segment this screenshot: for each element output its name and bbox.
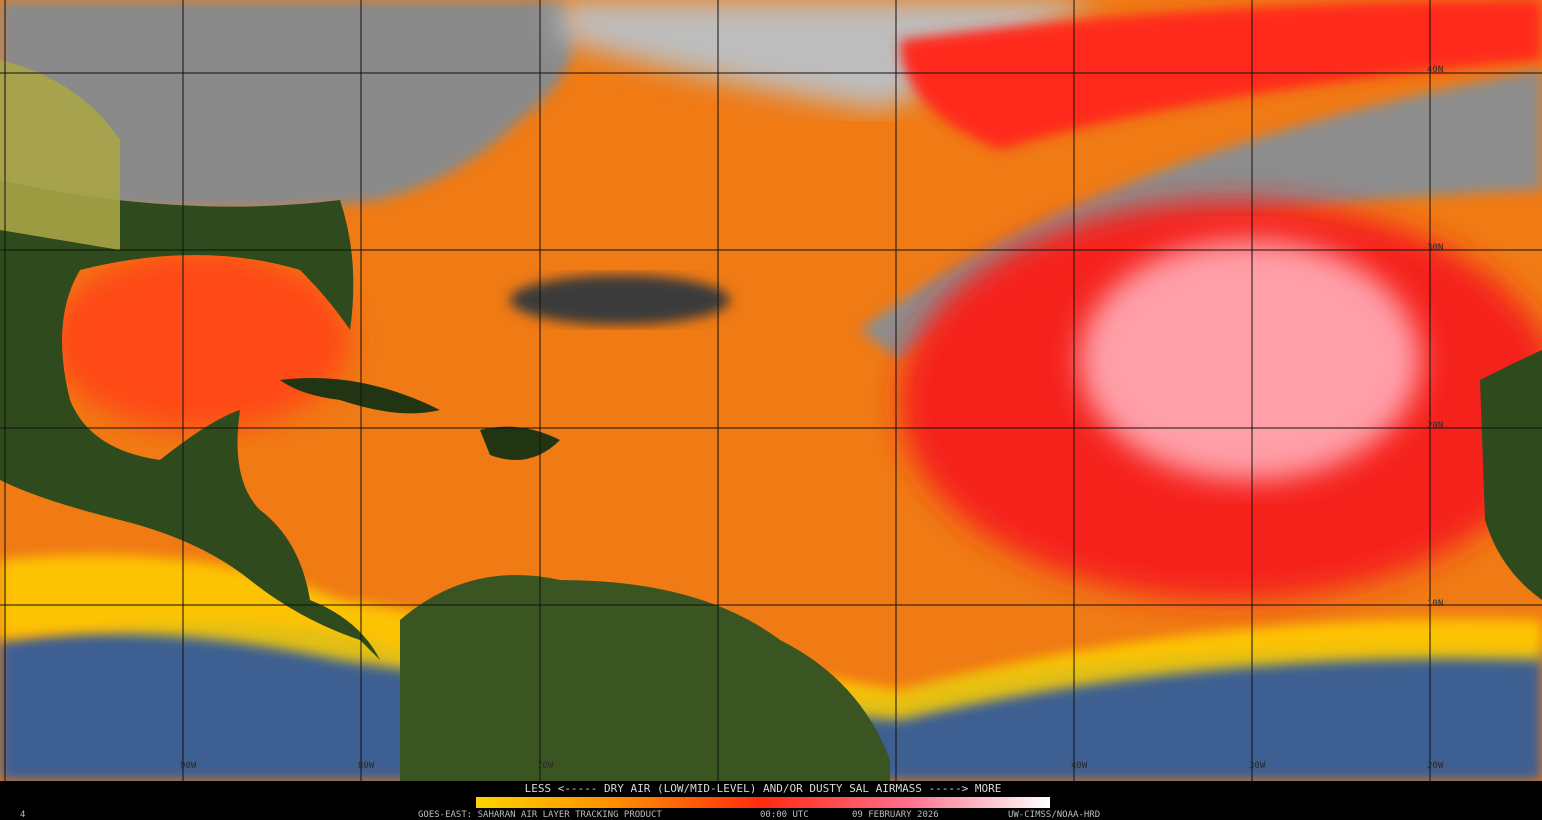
date: 09 FEBRUARY 2026: [852, 810, 939, 820]
frame-number: 4: [20, 810, 25, 820]
land-desert: [0, 60, 120, 250]
longitude-label: 30W: [1249, 761, 1266, 771]
dry-plume-north: [900, 0, 1542, 150]
dark-patch: [510, 275, 730, 325]
longitude-label: 80W: [358, 761, 375, 771]
cuba: [280, 378, 440, 414]
latitude-label: 30N: [1427, 243, 1443, 253]
product-name: GOES-EAST: SAHARAN AIR LAYER TRACKING PR…: [418, 810, 662, 820]
color-scale: [476, 797, 1050, 808]
graticule: [0, 0, 1542, 781]
longitude-label: 70W: [537, 761, 554, 771]
longitude-label: 90W: [180, 761, 197, 771]
credit: UW-CIMSS/NOAA-HRD: [1008, 810, 1100, 820]
land-africa: [1480, 350, 1542, 600]
legend-text: LESS <----- DRY AIR (LOW/MID-LEVEL) AND/…: [525, 782, 1002, 795]
land-north-central-america: [0, 180, 380, 660]
clouds-north: [560, 0, 1100, 110]
imagery: [0, 0, 1542, 781]
longitude-label: 20W: [1427, 761, 1444, 771]
land-south-america: [400, 575, 890, 781]
latitude-label: 10N: [1427, 599, 1443, 609]
longitude-label: 40W: [1071, 761, 1088, 771]
latitude-label: 20N: [1427, 421, 1443, 431]
time: 00:00 UTC: [760, 810, 809, 820]
clouds-northwest: [0, 0, 574, 210]
latitude-label: 40N: [1427, 65, 1443, 75]
sal-pink: [1080, 240, 1420, 480]
gulf-dry-air: [50, 250, 350, 430]
